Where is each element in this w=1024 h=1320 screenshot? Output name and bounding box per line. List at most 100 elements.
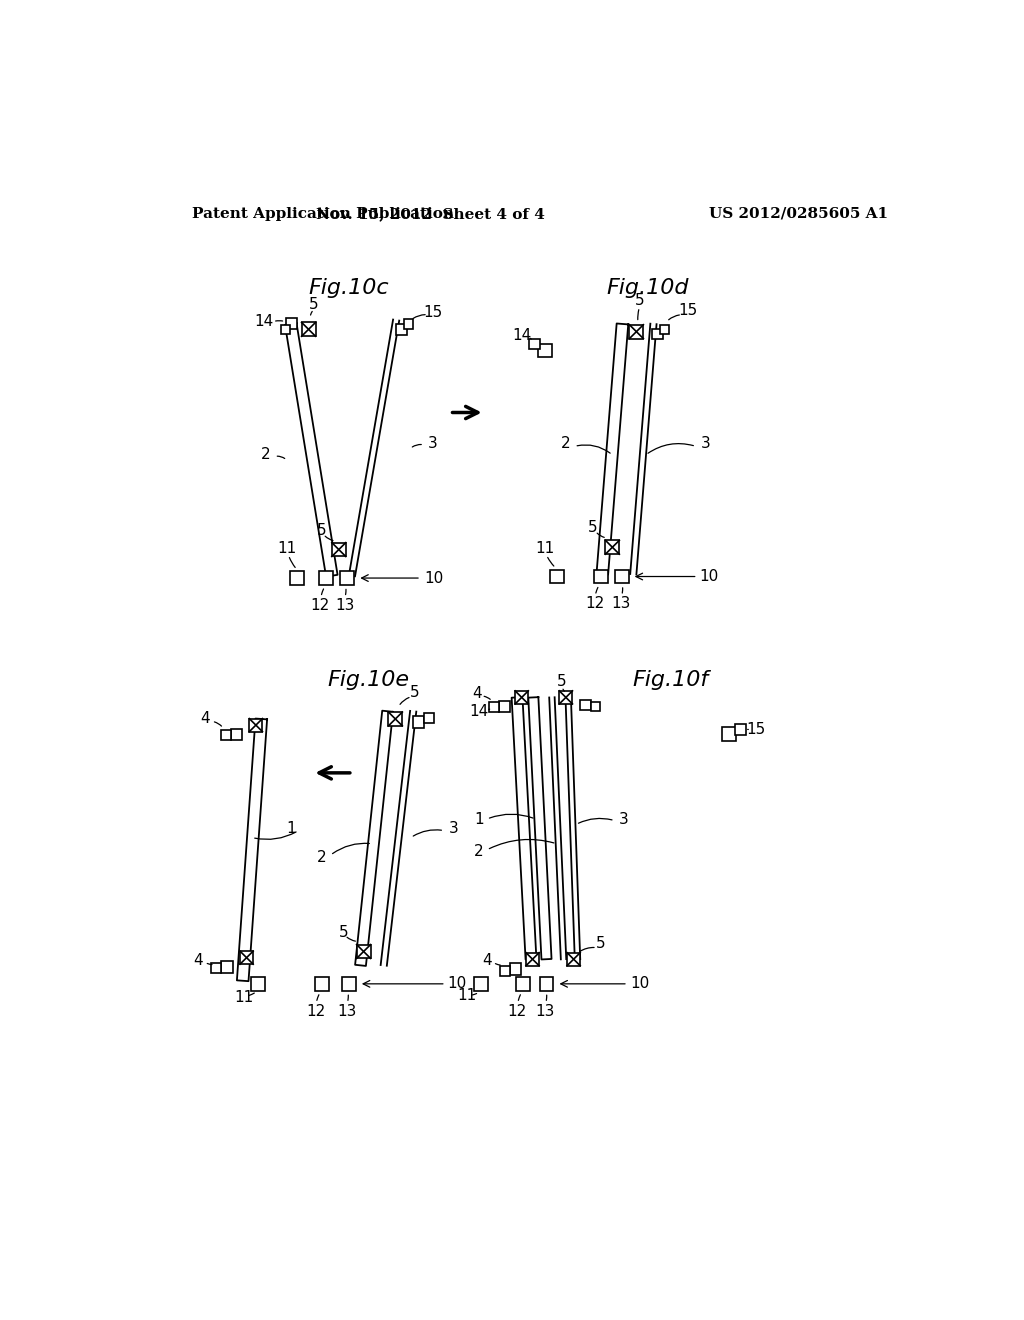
Text: 14: 14: [512, 327, 531, 343]
Bar: [559, 690, 572, 704]
Bar: [211, 964, 221, 973]
Polygon shape: [528, 697, 552, 960]
Bar: [290, 572, 304, 585]
Text: 15: 15: [423, 305, 442, 319]
Text: 13: 13: [335, 598, 354, 612]
Polygon shape: [512, 697, 537, 960]
Polygon shape: [285, 323, 338, 577]
Bar: [413, 717, 424, 727]
Bar: [230, 729, 243, 741]
Text: 12: 12: [306, 1005, 326, 1019]
Bar: [403, 319, 414, 329]
Polygon shape: [355, 710, 393, 966]
Text: 5: 5: [596, 936, 605, 952]
Bar: [499, 701, 510, 713]
Bar: [240, 952, 253, 964]
Bar: [220, 730, 230, 741]
Text: 2: 2: [474, 843, 484, 859]
Bar: [735, 725, 745, 735]
Text: 14: 14: [254, 314, 273, 329]
Text: US 2012/0285605 A1: US 2012/0285605 A1: [710, 207, 889, 220]
Text: 12: 12: [508, 1005, 526, 1019]
Text: 5: 5: [317, 523, 327, 537]
Text: 13: 13: [536, 1005, 555, 1019]
Bar: [474, 977, 487, 991]
Text: 5: 5: [557, 675, 567, 689]
Bar: [356, 945, 371, 958]
Bar: [332, 543, 346, 557]
Bar: [396, 323, 407, 335]
Text: 13: 13: [611, 595, 631, 611]
Text: Fig.10d: Fig.10d: [606, 277, 688, 298]
Bar: [281, 325, 290, 334]
Bar: [526, 953, 540, 966]
Text: Fig.10f: Fig.10f: [633, 671, 709, 690]
Bar: [515, 690, 528, 704]
Bar: [540, 977, 554, 991]
Bar: [318, 572, 333, 585]
Text: 11: 11: [234, 990, 254, 1006]
Text: 3: 3: [620, 812, 629, 826]
Bar: [251, 977, 265, 991]
Text: Patent Application Publication: Patent Application Publication: [193, 207, 455, 220]
Bar: [591, 702, 600, 711]
Bar: [342, 977, 356, 991]
Text: 4: 4: [482, 953, 492, 969]
Text: 15: 15: [746, 722, 765, 738]
Text: 2: 2: [317, 850, 327, 865]
Text: 5: 5: [588, 520, 598, 536]
Bar: [249, 718, 262, 731]
Bar: [659, 325, 669, 334]
Bar: [652, 329, 663, 339]
Text: 11: 11: [457, 987, 476, 1003]
Bar: [516, 977, 530, 991]
Bar: [567, 953, 581, 966]
Text: 12: 12: [585, 595, 604, 611]
Bar: [550, 570, 563, 583]
Polygon shape: [597, 323, 629, 574]
Bar: [221, 961, 233, 973]
Text: 1: 1: [286, 821, 296, 836]
Text: 10: 10: [447, 977, 467, 991]
Bar: [388, 711, 402, 726]
Bar: [605, 540, 620, 554]
Text: 5: 5: [410, 685, 420, 700]
Text: 11: 11: [278, 541, 297, 556]
Bar: [722, 727, 735, 742]
Text: Fig.10c: Fig.10c: [308, 277, 389, 298]
Text: Fig.10e: Fig.10e: [328, 671, 410, 690]
Text: 2: 2: [561, 436, 570, 451]
Bar: [580, 700, 591, 710]
Bar: [510, 964, 521, 975]
Bar: [302, 322, 315, 337]
Text: 10: 10: [699, 569, 719, 583]
Bar: [286, 318, 297, 329]
Text: 5: 5: [635, 293, 644, 309]
Text: 4: 4: [201, 710, 210, 726]
Text: 3: 3: [700, 436, 711, 451]
Text: 3: 3: [449, 821, 459, 836]
Bar: [424, 713, 434, 723]
Polygon shape: [237, 718, 267, 981]
Text: 12: 12: [310, 598, 330, 612]
Text: 3: 3: [428, 436, 437, 451]
Text: 5: 5: [309, 297, 318, 313]
Text: 14: 14: [469, 704, 488, 719]
Text: 10: 10: [630, 977, 649, 991]
Text: 4: 4: [472, 686, 481, 701]
Text: 15: 15: [678, 304, 697, 318]
Bar: [488, 702, 499, 713]
Text: 11: 11: [536, 541, 555, 556]
Text: 1: 1: [474, 812, 484, 826]
Bar: [529, 339, 541, 350]
Text: 10: 10: [425, 570, 443, 586]
Text: 2: 2: [261, 447, 270, 462]
Text: 5: 5: [339, 925, 348, 940]
Bar: [539, 345, 552, 358]
Bar: [630, 325, 643, 339]
Bar: [594, 570, 607, 583]
Text: Nov. 15, 2012  Sheet 4 of 4: Nov. 15, 2012 Sheet 4 of 4: [315, 207, 545, 220]
Bar: [314, 977, 329, 991]
Text: 4: 4: [193, 953, 203, 969]
Bar: [615, 570, 630, 583]
